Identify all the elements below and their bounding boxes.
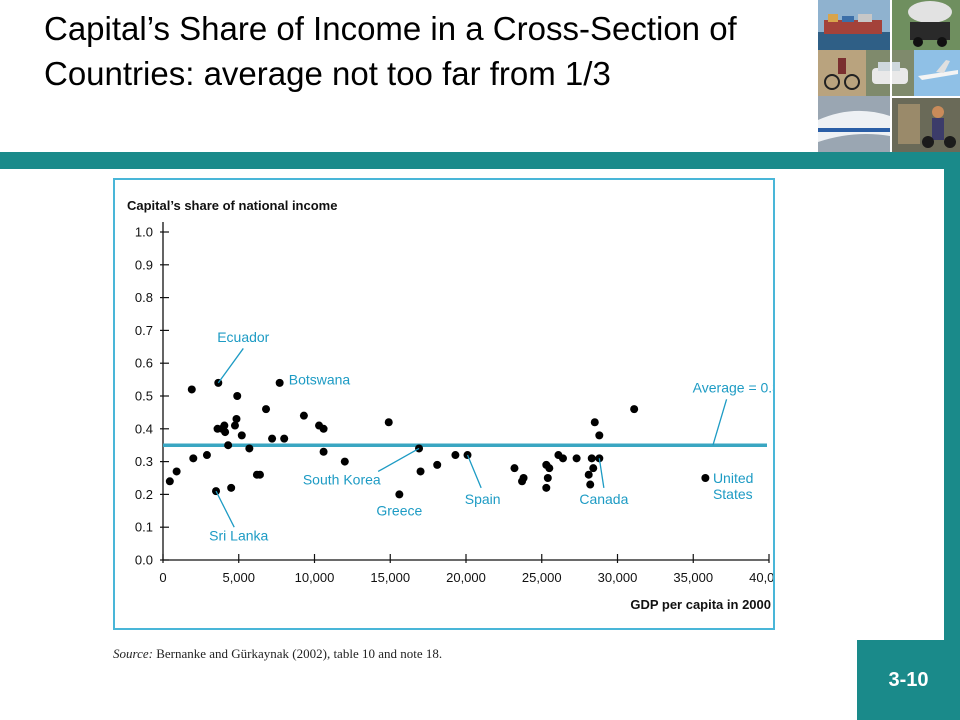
data-point [255, 470, 264, 479]
y-tick-label: 0.9 [135, 257, 153, 272]
data-point [542, 483, 551, 492]
annotation-label: Average = 0.35 [693, 380, 773, 396]
annotation-label: Greece [376, 503, 422, 519]
data-point [543, 474, 552, 482]
data-point [220, 421, 229, 430]
data-point [245, 444, 254, 453]
x-axis-label: GDP per capita in 2000 [630, 597, 771, 612]
annotation-leader [377, 447, 420, 473]
annotation-label: Botswana [289, 372, 351, 388]
data-point [395, 490, 404, 499]
data-point [189, 454, 198, 463]
annotation-label: Ecuador [217, 329, 269, 345]
annotation-leader [712, 399, 728, 446]
data-point [572, 454, 581, 463]
x-tick-label: 10,000 [295, 570, 335, 585]
data-point [384, 418, 393, 427]
annotation-leader [217, 348, 244, 384]
y-tick-label: 0.1 [135, 520, 153, 535]
y-axis-label: Capital’s share of national income [127, 198, 337, 213]
data-point [595, 431, 604, 440]
annotation-label: States [713, 486, 753, 502]
data-point [510, 464, 519, 473]
annotation-leader [598, 458, 605, 488]
annotation-leader [466, 454, 482, 489]
page-number: 3-10 [857, 640, 960, 720]
data-point [589, 464, 598, 473]
data-point [230, 421, 239, 430]
annotation-label: South Korea [303, 472, 381, 488]
data-point [187, 385, 196, 394]
data-point [224, 441, 233, 450]
source-note: Source: Bernanke and Gürkaynak (2002), t… [113, 646, 442, 662]
source-label: Source: [113, 646, 153, 661]
data-point [587, 454, 596, 463]
data-point [268, 434, 277, 443]
data-point [340, 457, 349, 466]
transport-photos-image [818, 0, 960, 152]
annotation-label: United [713, 470, 753, 486]
data-point [262, 405, 271, 414]
data-point [172, 467, 181, 476]
scatter-chart: 0.0 0.1 0.2 0.3 0.4 0.5 0.6 0.7 0.8 0.9 1.0 0 5,000 1… [127, 198, 773, 612]
data-point [221, 428, 230, 437]
x-tick-label: 25,000 [522, 570, 562, 585]
right-side-bar [944, 152, 960, 720]
x-tick-label: 15,000 [370, 570, 410, 585]
annotation-label: Sri Lanka [209, 527, 268, 543]
y-tick-label: 0.5 [135, 389, 153, 404]
source-text: Bernanke and Gürkaynak (2002), table 10 … [152, 646, 443, 661]
header-divider-bar [0, 152, 960, 169]
data-point [165, 477, 174, 486]
data-point [558, 454, 567, 463]
data-point [433, 460, 442, 469]
x-tick-label: 35,000 [673, 570, 713, 585]
data-point [586, 480, 595, 489]
slide-title: Capital’s Share of Income in a Cross-Sec… [44, 10, 737, 92]
y-tick-label: 0.6 [135, 356, 153, 371]
photo-collage [818, 0, 960, 152]
data-point [232, 414, 241, 423]
y-tick-label: 0.4 [135, 421, 153, 436]
data-point [233, 392, 242, 400]
chart-axes: 0.0 0.1 0.2 0.3 0.4 0.5 0.6 0.7 0.8 0.9 1.0 0 5,000 1… [135, 222, 773, 585]
y-tick-label: 0.0 [135, 553, 153, 568]
data-point [227, 483, 236, 492]
x-tick-label: 0 [159, 570, 166, 585]
data-point [299, 411, 308, 420]
x-tick-label: 5,000 [222, 570, 255, 585]
data-point [519, 474, 528, 482]
data-point [275, 378, 284, 387]
data-point [202, 451, 211, 460]
data-point [416, 467, 425, 476]
data-point [590, 418, 599, 427]
y-tick-label: 0.2 [135, 487, 153, 502]
data-point [584, 470, 593, 479]
data-point [545, 464, 554, 473]
y-tick-label: 0.8 [135, 290, 153, 305]
annotation-leader [215, 490, 235, 528]
x-tick-label: 30,000 [598, 570, 638, 585]
annotation-label: Spain [465, 491, 501, 507]
chart-annotations: Ecuador Botswana South Korea Greece Sri Lank… [209, 329, 773, 543]
x-tick-label: 40,000 [749, 570, 773, 585]
y-tick-label: 0.3 [135, 454, 153, 469]
y-tick-label: 1.0 [135, 225, 153, 240]
data-point [701, 474, 710, 482]
data-point [280, 434, 289, 443]
data-point [319, 447, 328, 456]
data-point [451, 451, 460, 460]
data-point [237, 431, 246, 440]
data-point [319, 424, 328, 433]
x-tick-label: 20,000 [446, 570, 486, 585]
y-tick-label: 0.7 [135, 323, 153, 338]
data-point [212, 487, 221, 496]
chart-panel: 0.0 0.1 0.2 0.3 0.4 0.5 0.6 0.7 0.8 0.9 1.0 0 5,000 1… [113, 178, 775, 630]
data-point [630, 405, 639, 414]
annotation-label: Canada [579, 491, 628, 507]
data-points [165, 378, 710, 499]
